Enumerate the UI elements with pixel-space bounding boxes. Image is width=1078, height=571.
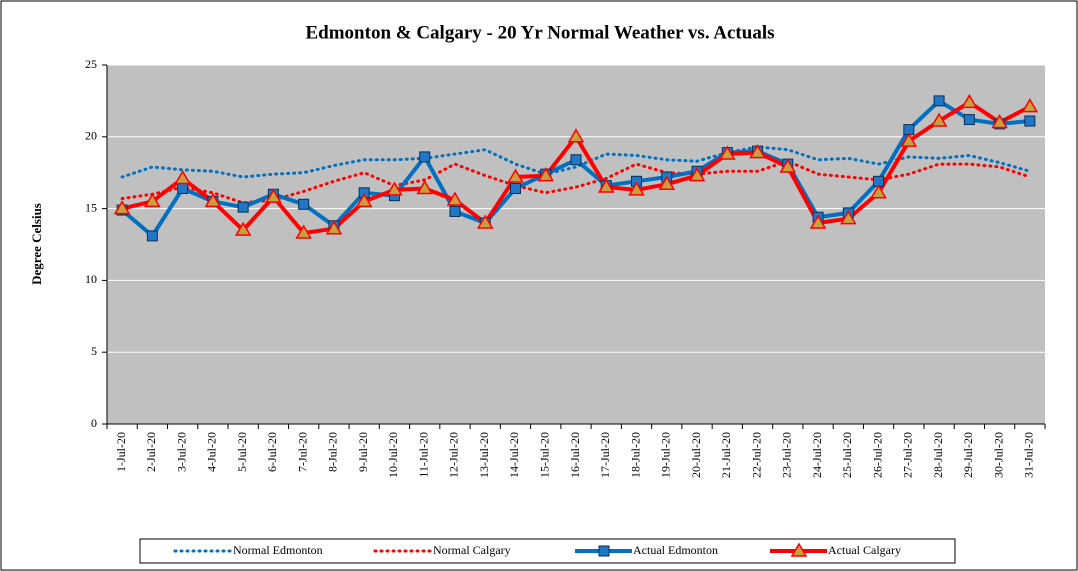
data-point (749, 144, 766, 159)
data-point (567, 128, 585, 143)
x-tick-label: 14-Jul-20 (507, 432, 521, 478)
x-tick-label: 17-Jul-20 (598, 432, 612, 478)
x-tick-label: 12-Jul-20 (447, 432, 461, 478)
data-point (113, 200, 131, 215)
plot-area (107, 65, 1045, 424)
chart-title: Edmonton & Calgary - 20 Yr Normal Weathe… (305, 22, 774, 43)
data-point (144, 192, 161, 208)
data-point (507, 168, 524, 183)
data-point (174, 169, 191, 185)
y-axis-label: Degree Celsius (29, 203, 44, 285)
x-tick-label: 21-Jul-20 (719, 432, 733, 478)
data-point (779, 158, 797, 173)
data-point (325, 220, 343, 235)
data-point (416, 180, 434, 195)
x-tick-label: 24-Jul-20 (810, 432, 824, 478)
data-point (718, 145, 736, 160)
y-tick-label: 10 (85, 272, 97, 286)
x-tick-label: 28-Jul-20 (931, 432, 945, 478)
data-point (1021, 98, 1039, 113)
legend-marker (598, 545, 610, 557)
data-point (963, 114, 975, 126)
data-point (446, 191, 464, 206)
data-point (809, 214, 827, 229)
data-point (204, 192, 222, 208)
data-point (870, 184, 887, 199)
data-point (234, 221, 252, 236)
x-tick-label: 3-Jul-20 (174, 432, 188, 472)
data-point (537, 167, 555, 182)
x-tick-label: 10-Jul-20 (386, 432, 400, 478)
data-point (509, 182, 521, 194)
data-point (570, 154, 582, 166)
x-tick-label: 18-Jul-20 (628, 432, 642, 478)
y-tick-label: 25 (85, 57, 97, 71)
x-tick-label: 29-Jul-20 (961, 432, 975, 478)
data-point (386, 181, 403, 196)
data-point (295, 224, 312, 239)
x-tick-label: 15-Jul-20 (537, 432, 551, 478)
y-tick-label: 15 (85, 200, 97, 214)
data-point (237, 201, 249, 213)
data-point (177, 182, 189, 194)
data-point (840, 210, 857, 225)
x-tick-label: 20-Jul-20 (689, 432, 703, 478)
data-point (449, 205, 461, 217)
legend-label: Actual Edmonton (633, 543, 718, 557)
series-line (120, 145, 1032, 179)
x-tick-label: 25-Jul-20 (840, 432, 854, 478)
x-tick-label: 22-Jul-20 (749, 432, 763, 478)
data-point (961, 93, 978, 109)
data-point (658, 175, 676, 190)
x-tick-label: 19-Jul-20 (659, 432, 673, 478)
x-tick-label: 2-Jul-20 (144, 432, 158, 472)
x-tick-label: 30-Jul-20 (991, 432, 1005, 478)
x-tick-label: 31-Jul-20 (1022, 432, 1036, 478)
y-tick-label: 20 (85, 129, 97, 143)
x-tick-label: 27-Jul-20 (901, 432, 915, 478)
x-tick-label: 9-Jul-20 (356, 432, 370, 472)
y-tick-label: 5 (91, 344, 97, 358)
legend-label: Actual Calgary (828, 543, 901, 557)
data-point (930, 112, 948, 127)
y-tick-label: 0 (91, 416, 97, 430)
data-point (146, 230, 158, 242)
data-point (688, 167, 706, 182)
x-tick-label: 23-Jul-20 (780, 432, 794, 478)
data-point (933, 95, 945, 107)
legend-marker (790, 542, 808, 557)
x-tick-label: 16-Jul-20 (568, 432, 582, 478)
legend-label: Normal Edmonton (233, 543, 323, 557)
data-point (597, 178, 615, 193)
x-tick-label: 7-Jul-20 (295, 432, 309, 472)
data-point (1024, 115, 1036, 127)
data-point (991, 113, 1008, 129)
x-tick-label: 5-Jul-20 (235, 432, 249, 472)
data-point (419, 151, 431, 163)
data-point (265, 188, 282, 203)
x-tick-label: 4-Jul-20 (205, 432, 219, 472)
x-tick-label: 8-Jul-20 (326, 432, 340, 472)
data-point (355, 192, 373, 208)
data-point (476, 214, 494, 229)
x-tick-label: 26-Jul-20 (870, 432, 884, 478)
x-tick-label: 6-Jul-20 (265, 432, 279, 472)
x-tick-label: 1-Jul-20 (114, 432, 128, 472)
data-point (628, 181, 645, 196)
x-tick-label: 13-Jul-20 (477, 432, 491, 478)
x-tick-label: 11-Jul-20 (416, 432, 430, 478)
legend-label: Normal Calgary (433, 543, 511, 557)
data-point (900, 132, 918, 147)
data-point (298, 198, 310, 210)
